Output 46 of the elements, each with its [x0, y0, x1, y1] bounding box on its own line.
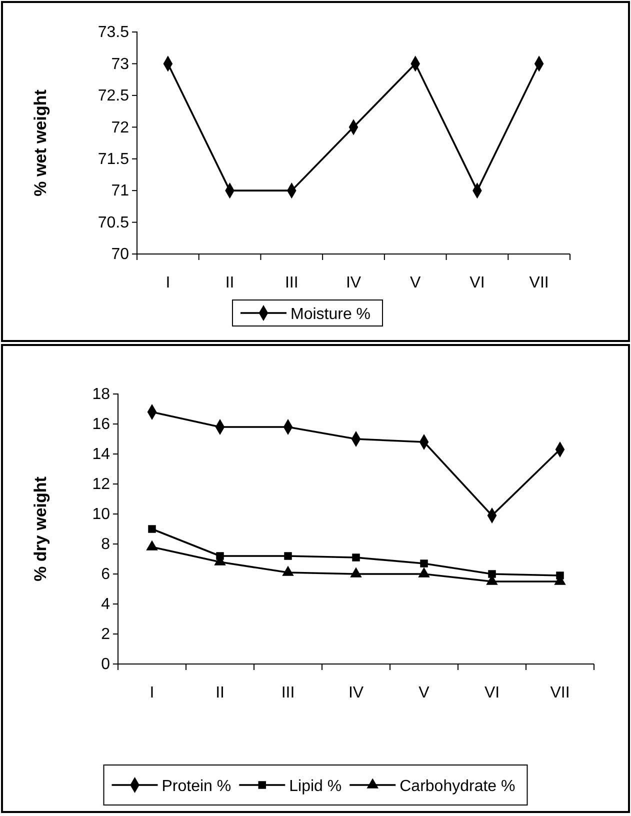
- x-tick-label: III: [281, 684, 295, 702]
- y-axis-title: % wet weight: [31, 89, 50, 196]
- y-axis-title: % dry weight: [31, 476, 50, 582]
- y-tick-label: 70: [111, 246, 130, 264]
- y-tick-label: 72: [111, 119, 130, 136]
- point: [282, 566, 294, 576]
- x-tick-label: I: [150, 684, 154, 702]
- x-tick-label: IV: [348, 684, 364, 702]
- point: [420, 560, 428, 568]
- x-tick-label: VI: [470, 274, 485, 292]
- y-tick-label: 6: [101, 566, 110, 584]
- y-tick-label: 73.5: [98, 24, 130, 42]
- y-tick-label: 4: [101, 596, 110, 614]
- x-tick-label: II: [216, 684, 224, 702]
- x-tick-label: VII: [550, 684, 570, 702]
- y-tick-label: 0: [101, 656, 110, 674]
- y-tick-label: 72.5: [98, 88, 130, 105]
- y-tick-label: 16: [92, 416, 110, 434]
- y-tick-label: 14: [92, 446, 110, 464]
- x-tick-label: IV: [346, 274, 362, 292]
- point: [284, 552, 292, 560]
- legend-label: Carbohydrate %: [400, 778, 516, 795]
- x-tick-label: I: [166, 274, 170, 292]
- legend-label: Lipid %: [289, 778, 342, 795]
- point: [146, 540, 158, 550]
- y-tick-label: 71.5: [98, 150, 130, 168]
- y-tick-label: 8: [101, 536, 110, 554]
- x-tick-label: III: [284, 274, 298, 292]
- point: [148, 525, 156, 533]
- y-tick-label: 18: [92, 386, 110, 404]
- x-tick-label: II: [225, 274, 234, 292]
- y-tick-label: 71: [111, 182, 130, 200]
- y-tick-label: 10: [92, 506, 110, 524]
- x-tick-label: VI: [484, 684, 500, 702]
- x-tick-label: VII: [529, 274, 549, 292]
- point: [352, 554, 360, 562]
- legend-label: Protein %: [162, 778, 232, 795]
- point: [418, 567, 430, 578]
- legend-label: Moisture %: [290, 306, 371, 323]
- x-tick-label: V: [418, 684, 430, 702]
- x-tick-label: V: [410, 274, 422, 292]
- y-tick-label: 70.5: [98, 214, 130, 232]
- y-tick-label: 12: [92, 476, 110, 494]
- y-tick-label: 2: [101, 626, 110, 644]
- y-tick-label: 73: [111, 56, 130, 73]
- point: [350, 567, 362, 578]
